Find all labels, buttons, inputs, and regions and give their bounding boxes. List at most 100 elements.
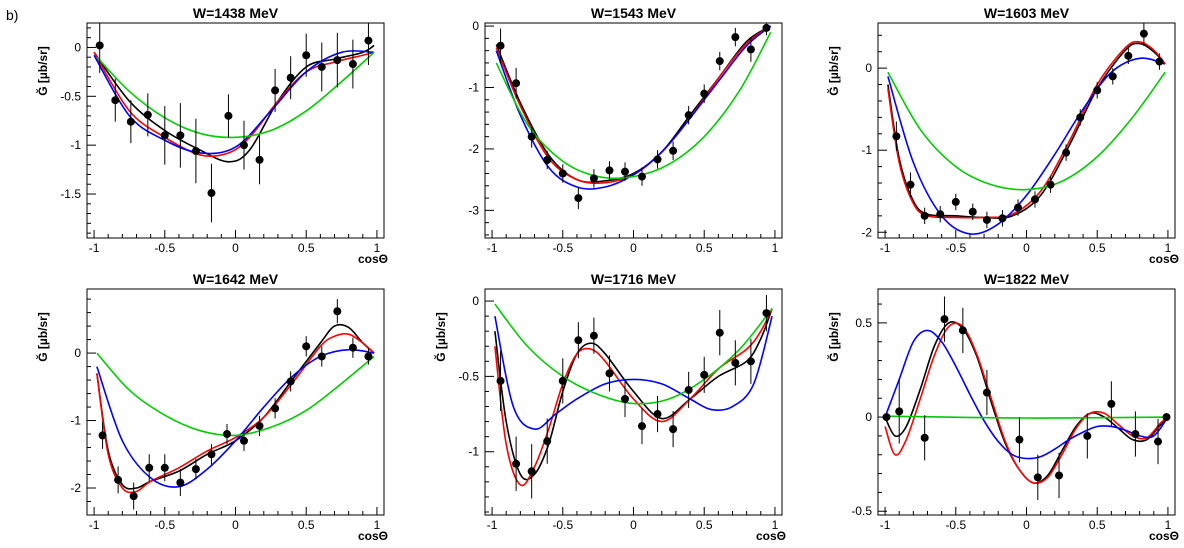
y-tick-label: -0.5	[851, 504, 872, 518]
data-point	[746, 357, 755, 366]
panel-3: W=1603 MeV -1 -0.5 0 0.5 1 -2 -1 0 cosΘ Ğ [µb/sr]	[826, 5, 1179, 266]
x-tick-label: 0.5	[696, 518, 713, 532]
data-point	[223, 430, 232, 439]
data-point	[543, 155, 552, 164]
data-point	[920, 211, 929, 220]
data-points	[882, 296, 1171, 500]
data-point	[145, 463, 154, 472]
curves	[495, 25, 772, 190]
data-point	[302, 342, 311, 351]
data-point	[1033, 473, 1042, 482]
data-point	[669, 146, 678, 155]
x-tick-label: -1	[89, 518, 100, 532]
data-point	[982, 388, 991, 397]
x-tick-label: 0.5	[1089, 241, 1106, 255]
x-tick-label: 0	[232, 241, 239, 255]
data-point	[700, 370, 709, 379]
data-point	[207, 450, 216, 459]
series-line-3	[93, 50, 375, 155]
x-axis-label: cosΘ	[358, 529, 388, 543]
series-line-2	[887, 40, 1166, 219]
y-axis-label: Ğ [µb/sr]	[433, 312, 448, 362]
data-point	[527, 467, 536, 476]
x-tick-label: 0.5	[1089, 518, 1106, 532]
panel-4: W=1642 MeV -1 -0.5 0 0.5 1 -2 -1 0 cosΘ Ğ [µb/sr]	[35, 271, 388, 543]
data-point	[589, 331, 598, 340]
data-point	[348, 60, 357, 69]
data-points	[496, 23, 771, 210]
series-line-3	[887, 57, 1166, 235]
data-point	[160, 131, 169, 140]
y-tick-label: -1	[468, 445, 479, 459]
data-point	[700, 89, 709, 98]
data-point	[286, 377, 295, 386]
data-points	[496, 295, 771, 499]
plot-frame	[484, 22, 783, 239]
y-tick-label: -2	[70, 481, 81, 495]
data-point	[621, 394, 630, 403]
data-point	[669, 425, 678, 434]
data-point	[1014, 203, 1023, 212]
y-tick-label: 0	[865, 410, 872, 424]
data-point	[731, 358, 740, 367]
data-point	[239, 436, 248, 445]
curves	[884, 321, 1169, 485]
series-line-4	[495, 31, 772, 180]
series-line-3	[96, 348, 375, 488]
data-point	[333, 56, 342, 65]
data-point	[317, 352, 326, 361]
curves	[887, 40, 1166, 235]
panel-title: W=1438 MeV	[193, 5, 279, 21]
data-point	[527, 132, 536, 141]
data-point	[207, 189, 216, 198]
data-point	[364, 352, 373, 361]
series-line-2	[494, 308, 773, 487]
x-tick-label: 0	[1023, 518, 1030, 532]
y-tick-label: 0	[472, 294, 479, 308]
series-line-4	[494, 303, 773, 405]
x-axis-label: cosΘ	[756, 529, 786, 543]
x-tick-label: 1	[1165, 241, 1172, 255]
data-points	[892, 23, 1164, 229]
data-point	[191, 147, 200, 156]
data-point	[176, 478, 185, 487]
data-point	[762, 309, 771, 318]
curves	[93, 44, 375, 163]
data-point	[143, 110, 152, 119]
data-point	[1046, 180, 1055, 189]
data-point	[271, 404, 280, 413]
data-point	[637, 422, 646, 431]
x-tick-label: 1	[374, 241, 381, 255]
x-tick-label: 0.5	[696, 241, 713, 255]
data-point	[1162, 413, 1171, 422]
data-point	[543, 437, 552, 446]
panel-2: W=1543 MeV -1 -0.5 0 0.5 1 -3 -2 -1 0	[468, 5, 783, 255]
panel-1: W=1438 MeV -1 -0.5 0 0.5 1 -1.5 -1 -0.5 0 cosΘ Ğ [µ…	[35, 5, 388, 266]
data-point	[512, 459, 521, 468]
data-point	[882, 413, 891, 422]
data-point	[1124, 51, 1133, 60]
series-line-2	[96, 332, 375, 494]
y-tick-label: -3	[468, 203, 479, 217]
data-point	[286, 73, 295, 82]
series-line-1	[887, 42, 1166, 219]
data-point	[224, 111, 233, 120]
x-tick-label: 0	[232, 518, 239, 532]
x-tick-label: -1	[880, 518, 891, 532]
data-point	[1155, 57, 1164, 66]
series-line-4	[887, 71, 1166, 191]
series-line-3	[494, 315, 773, 430]
data-point	[746, 45, 755, 54]
y-tick-label: -1.5	[60, 187, 81, 201]
x-axis-label: cosΘ	[358, 252, 388, 266]
series-line-4	[96, 352, 375, 437]
data-point	[271, 86, 280, 95]
data-point	[715, 57, 724, 66]
data-point	[255, 155, 264, 164]
data-point	[364, 36, 373, 45]
x-tick-label: 0.5	[298, 518, 315, 532]
panel-5: W=1716 MeV -1 -0.5 0 0.5 1 -1 -0.5 0 cosΘ Ğ [µb/sr…	[433, 271, 786, 543]
panel-title: W=1716 MeV	[591, 271, 677, 287]
data-point	[333, 307, 342, 316]
x-axis-label: cosΘ	[1149, 529, 1179, 543]
